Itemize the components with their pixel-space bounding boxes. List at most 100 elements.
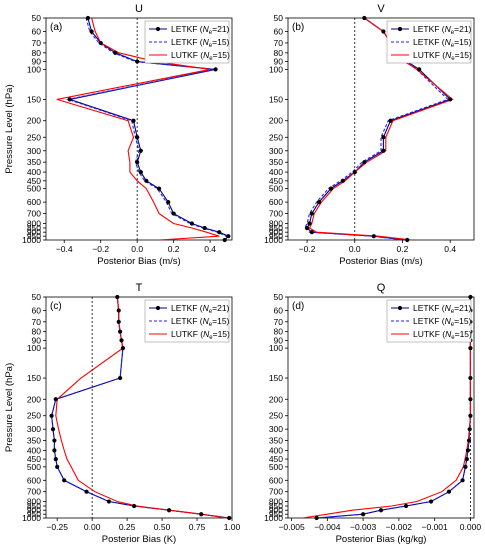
y-tick-label: 800 (27, 497, 41, 507)
series-point (53, 456, 58, 462)
series-point (226, 234, 231, 239)
legend-label: LETKF (Ne=21) (171, 303, 230, 315)
panel-letter: (b) (292, 22, 304, 33)
x-axis-label: Posterior Bias (m/s) (339, 256, 422, 267)
series-point (468, 346, 473, 351)
series-point (166, 200, 171, 205)
y-tick-label: 450 (269, 176, 283, 186)
y-tick-label: 300 (27, 146, 41, 156)
y-tick-label: 950 (269, 231, 283, 241)
legend-label: LUTKF (Ne=15) (413, 50, 472, 62)
y-tick-label: 1000 (22, 513, 41, 523)
series-point (67, 97, 72, 102)
x-tick-label: −0.2 (92, 244, 109, 254)
y-tick-label: 50 (32, 292, 42, 302)
y-tick-label: 600 (269, 475, 283, 485)
y-tick-label: 80 (274, 48, 284, 58)
y-tick-label: 60 (274, 305, 284, 315)
x-tick-label: −0.001 (422, 522, 449, 532)
series-point (217, 230, 222, 235)
series-point (53, 397, 58, 402)
series-point (166, 508, 172, 513)
y-tick-label: 850 (27, 501, 41, 511)
series-point (156, 186, 162, 191)
y-tick-label: 200 (269, 116, 283, 126)
x-tick-label: 0.4 (204, 244, 216, 254)
y-tick-label: 900 (269, 505, 283, 515)
x-tick-label: 0.25 (119, 522, 136, 532)
series-point (106, 499, 112, 504)
y-tick-label: 70 (274, 38, 284, 48)
panel-letter: (a) (50, 22, 62, 33)
legend: LETKF (Ne=21)LETKF (Ne=15)LUTKF (Ne=15) (386, 299, 472, 343)
x-tick-label: −0.004 (314, 522, 341, 532)
x-tick-label: −0.4 (56, 244, 73, 254)
y-tick-label: 80 (32, 48, 42, 58)
series-point (309, 230, 314, 235)
series-point (464, 456, 469, 462)
y-tick-label: 500 (27, 184, 41, 194)
y-tick-label: 60 (32, 305, 42, 315)
y-tick-label: 1000 (264, 235, 283, 245)
series-point (378, 508, 384, 513)
x-axis-label: Posterior Bias (m/s) (97, 256, 180, 267)
legend-label: LETKF (Ne=15) (413, 316, 472, 328)
y-tick-label: 700 (27, 487, 41, 497)
y-tick-label: 100 (27, 64, 41, 74)
x-tick-label: 0.4 (444, 244, 456, 254)
series-point (448, 97, 453, 102)
y-tick-label: 850 (269, 223, 283, 233)
series-point (52, 438, 57, 443)
series-point (468, 397, 473, 402)
series-point (468, 375, 473, 381)
series-point (120, 346, 126, 351)
x-tick-label: −0.2 (299, 244, 316, 254)
y-tick-label: 900 (27, 505, 41, 515)
y-tick-label: 450 (27, 176, 41, 186)
x-tick-label: −0.003 (350, 522, 377, 532)
x-tick-label: −0.25 (46, 522, 68, 532)
series-point (138, 148, 143, 153)
series-point (371, 234, 376, 239)
legend-label: LUTKF (Ne=15) (171, 329, 230, 341)
legend-marker (155, 305, 161, 311)
y-tick-label: 1000 (264, 513, 283, 523)
series-point (466, 438, 472, 443)
y-tick-label: 350 (27, 436, 41, 446)
x-tick-label: −0.005 (278, 522, 305, 532)
series-point (199, 512, 204, 517)
legend-marker (397, 26, 403, 32)
y-tick-label: 450 (27, 454, 41, 464)
y-tick-label: 80 (274, 327, 284, 337)
series-point (85, 15, 91, 21)
y-tick-label: 250 (269, 132, 283, 142)
y-tick-label: 950 (27, 509, 41, 519)
series-point (213, 67, 218, 72)
y-tick-label: 150 (269, 373, 283, 383)
y-tick-label: 100 (269, 343, 283, 353)
x-tick-label: 0.0 (349, 244, 361, 254)
series-point (131, 118, 136, 123)
series-point (405, 237, 410, 243)
x-tick-label: 0.2 (397, 244, 409, 254)
plot-frame (45, 17, 233, 241)
y-tick-label: 350 (269, 436, 283, 446)
y-tick-label: 90 (274, 335, 284, 345)
y-tick-label: 70 (32, 38, 42, 48)
y-tick-label: 400 (27, 167, 41, 177)
series-point (446, 489, 452, 494)
y-tick-label: 400 (269, 445, 283, 455)
y-tick-label: 800 (269, 497, 283, 507)
series-point (417, 67, 422, 72)
series-point (118, 329, 123, 334)
series-point (381, 29, 386, 34)
series-point (465, 448, 471, 453)
series-point (463, 464, 468, 469)
series-point (116, 308, 121, 313)
y-tick-label: 70 (32, 317, 42, 327)
x-tick-label: 0.50 (154, 522, 171, 532)
